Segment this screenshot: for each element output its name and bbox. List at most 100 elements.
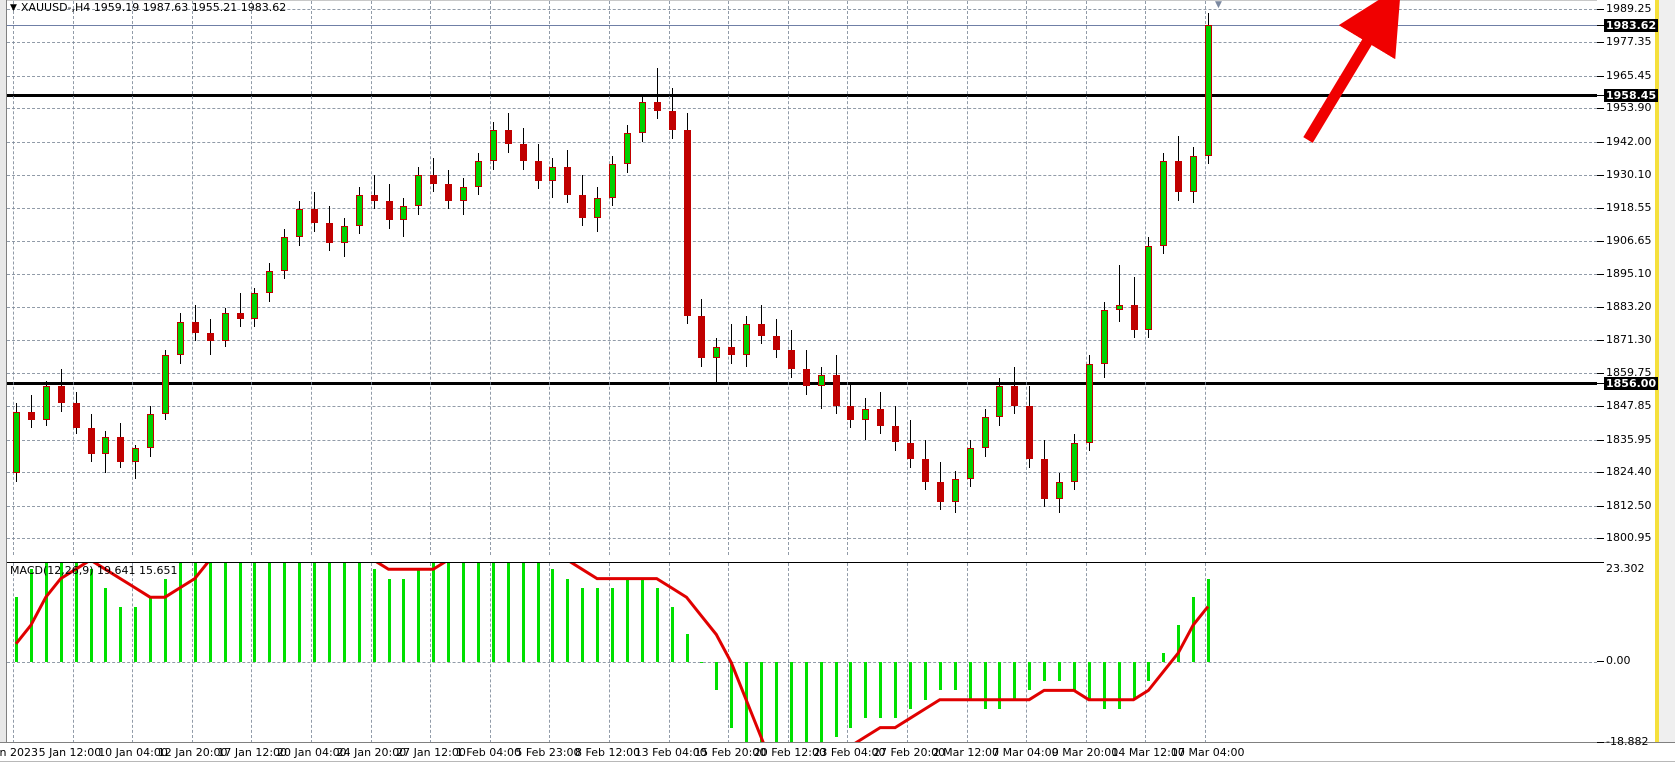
- price-pane[interactable]: [7, 1, 1597, 555]
- candle-bearish: [1175, 161, 1183, 193]
- candle-bearish: [385, 200, 393, 221]
- candle-bearish: [564, 166, 572, 196]
- macd-histogram-bar: [730, 662, 734, 728]
- support-resistance-line[interactable]: [7, 382, 1597, 386]
- candle-bullish: [713, 346, 721, 359]
- candle-bullish: [594, 197, 602, 218]
- macd-histogram-bar: [983, 662, 987, 709]
- macd-histogram-bar: [894, 662, 898, 719]
- candle-bearish: [504, 130, 512, 145]
- candle-bullish: [862, 408, 870, 420]
- candle-bullish: [966, 448, 974, 480]
- macd-histogram-bar: [521, 563, 525, 663]
- macd-histogram-bar: [1117, 662, 1121, 709]
- candle-bullish: [176, 321, 184, 356]
- macd-histogram-bar: [283, 563, 287, 663]
- macd-pane[interactable]: [7, 562, 1597, 744]
- grid-line-vertical: [191, 563, 193, 743]
- macd-histogram-bar: [1028, 662, 1032, 691]
- candle-bearish: [728, 346, 736, 356]
- macd-histogram-bar: [74, 563, 78, 663]
- grid-line-vertical: [489, 563, 491, 743]
- candle-bullish: [996, 386, 1004, 418]
- candle-bullish: [623, 133, 631, 165]
- grid-line-vertical: [72, 563, 74, 743]
- macd-histogram-bar: [253, 563, 257, 663]
- candle-bullish: [400, 206, 408, 221]
- candle-wick: [373, 175, 375, 210]
- macd-histogram-bar: [804, 662, 808, 743]
- price-label: 1824.40: [1606, 465, 1652, 479]
- axis-baseline: [0, 761, 1675, 762]
- scroll-marker-icon[interactable]: ▼: [1215, 0, 1222, 10]
- macd-histogram-bar: [953, 662, 957, 691]
- candle-bearish: [683, 130, 691, 316]
- time-axis-label: 27 Feb 20:00: [873, 746, 946, 759]
- candle-bearish: [832, 375, 840, 406]
- candle-bullish: [1085, 363, 1093, 443]
- grid-line-horizontal: [7, 273, 1597, 275]
- candle-bullish: [1056, 481, 1063, 499]
- time-axis-label: 17 Jan 12:00: [217, 746, 288, 759]
- price-tick: [1597, 42, 1604, 44]
- candle-bullish: [355, 195, 363, 226]
- candle-bullish: [981, 417, 989, 449]
- candle-bullish: [221, 313, 229, 342]
- price-label: 1906.65: [1606, 234, 1652, 248]
- candle-bullish: [162, 355, 169, 415]
- macd-scale-label: 23.302: [1606, 562, 1645, 575]
- candle-bearish: [519, 144, 527, 162]
- candle-bearish: [1026, 405, 1034, 460]
- macd-histogram-bar: [462, 563, 465, 663]
- candle-bullish: [489, 130, 497, 162]
- grid-line-horizontal: [7, 75, 1597, 77]
- scale-accent-edge: [1655, 0, 1659, 742]
- price-tick: [1597, 538, 1604, 540]
- price-label: 1989.25: [1606, 1, 1652, 15]
- grid-line-vertical: [251, 1, 253, 555]
- grid-line-horizontal: [7, 175, 1597, 177]
- grid-line-vertical: [311, 1, 312, 555]
- price-tick: [1597, 306, 1604, 308]
- time-axis-label: 20 Jan 04:00: [277, 746, 347, 759]
- candle-bearish: [579, 195, 587, 218]
- candle-bearish: [370, 195, 378, 201]
- price-tick: [1597, 8, 1604, 10]
- grid-line-vertical: [668, 1, 670, 555]
- macd-histogram-bar: [164, 578, 167, 663]
- price-label-highlighted: 1958.45: [1604, 89, 1659, 103]
- macd-histogram-bar: [387, 578, 391, 663]
- grid-line-vertical: [72, 1, 74, 555]
- price-label: 1835.95: [1606, 432, 1652, 446]
- grid-line-horizontal: [7, 306, 1597, 308]
- macd-histogram-bar: [59, 563, 63, 663]
- candle-bearish: [311, 209, 318, 224]
- price-tick: [1597, 439, 1604, 441]
- caret-down-icon[interactable]: ▼: [10, 3, 17, 13]
- grid-line-vertical: [966, 563, 968, 743]
- price-tick: [1597, 406, 1604, 408]
- macd-histogram-bar: [879, 662, 883, 719]
- candle-bearish: [907, 442, 914, 460]
- grid-line-horizontal: [7, 207, 1597, 209]
- time-axis-label: 24 Jan 20:00: [336, 746, 407, 759]
- grid-line-vertical: [489, 1, 491, 555]
- macd-scale-label: 0.00: [1606, 654, 1631, 668]
- candle-bearish: [698, 315, 706, 359]
- macd-histogram-bar: [1072, 662, 1076, 691]
- macd-histogram-bar: [849, 662, 853, 728]
- price-tick: [1597, 472, 1604, 474]
- candle-bullish: [460, 186, 467, 201]
- candle-bearish: [1041, 459, 1049, 499]
- candle-bullish: [132, 448, 140, 463]
- candle-bearish: [668, 110, 676, 131]
- candle-bearish: [802, 369, 810, 387]
- grid-line-vertical: [1085, 563, 1087, 743]
- macd-histogram-bar: [1013, 662, 1017, 700]
- price-tick: [1597, 175, 1604, 177]
- macd-histogram-bar: [789, 662, 793, 743]
- grid-line-vertical: [728, 1, 730, 555]
- support-resistance-line[interactable]: [7, 94, 1597, 98]
- grid-line-vertical: [549, 563, 551, 743]
